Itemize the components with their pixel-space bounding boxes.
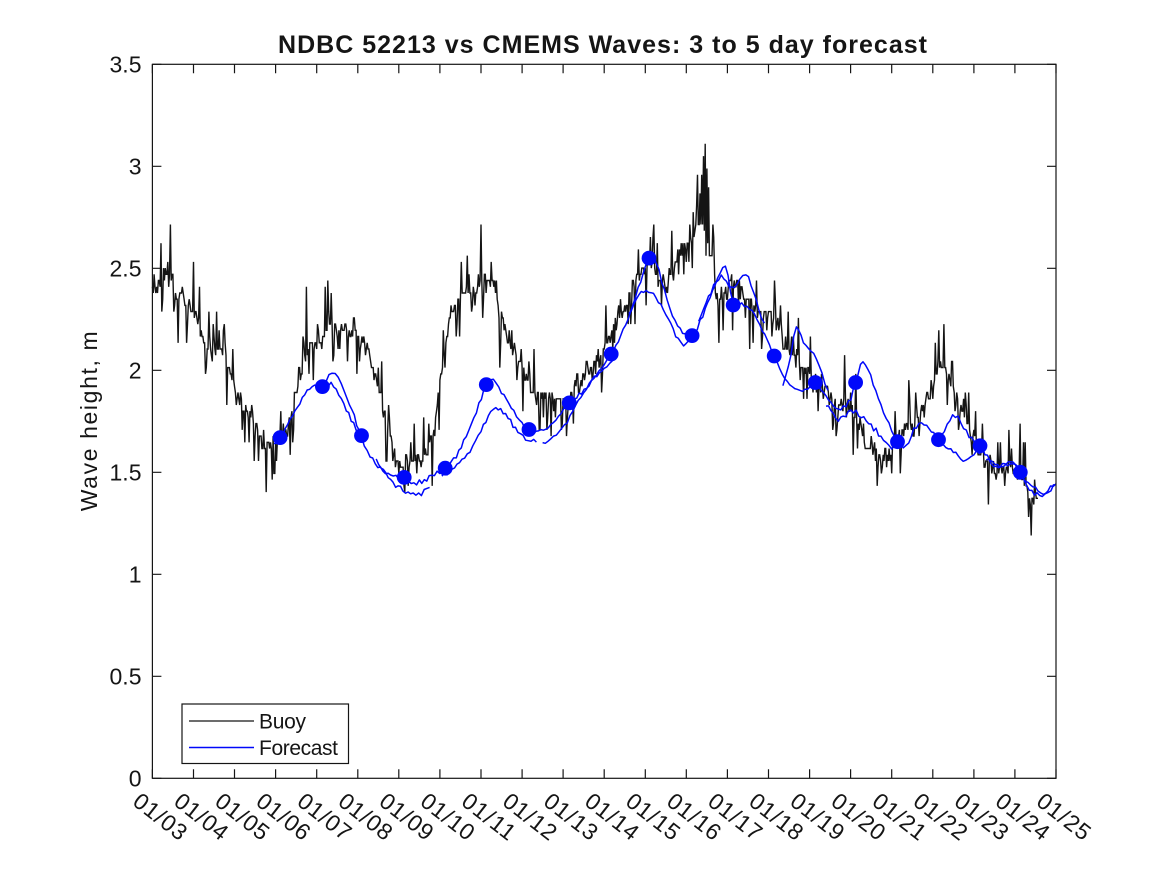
svg-text:0: 0 — [129, 766, 142, 792]
svg-text:3.5: 3.5 — [110, 52, 142, 78]
svg-text:2.5: 2.5 — [110, 256, 142, 282]
svg-text:1: 1 — [129, 562, 142, 588]
svg-text:Buoy: Buoy — [259, 711, 307, 734]
svg-text:Forecast: Forecast — [259, 737, 338, 760]
svg-text:Wave height, m: Wave height, m — [76, 331, 102, 511]
svg-text:3: 3 — [129, 154, 142, 180]
svg-text:NDBC 52213 vs CMEMS Waves: 3 t: NDBC 52213 vs CMEMS Waves: 3 to 5 day fo… — [278, 31, 928, 59]
svg-text:2: 2 — [129, 358, 142, 384]
svg-text:1.5: 1.5 — [110, 460, 142, 486]
svg-text:0.5: 0.5 — [110, 664, 142, 690]
